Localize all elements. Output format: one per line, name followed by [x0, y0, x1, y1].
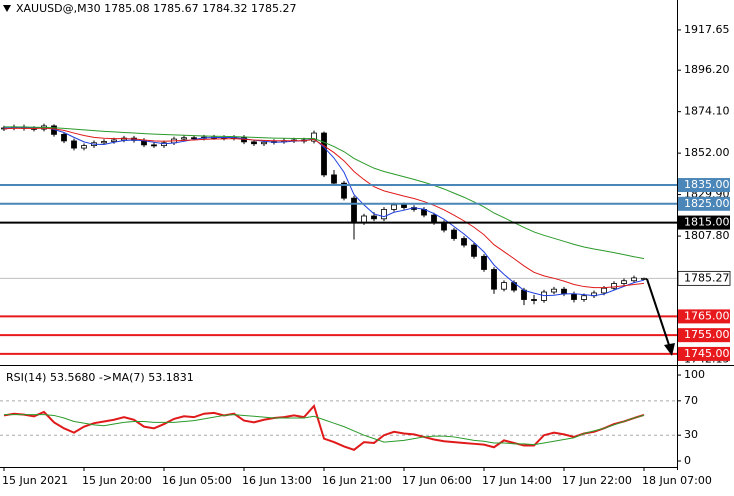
- candle-body: [191, 137, 197, 140]
- x-tick-label: 17 Jun 06:00: [402, 474, 472, 487]
- last-price-label: 1785.27: [684, 271, 730, 284]
- level-label-box: [678, 309, 730, 324]
- level-label-box: [678, 178, 730, 193]
- level-label: 1835.00: [684, 178, 730, 191]
- x-tick-label: 18 Jun 07:00: [642, 474, 712, 487]
- candle-body: [311, 132, 317, 142]
- last-price-box: [677, 270, 731, 286]
- candle-body: [551, 288, 557, 293]
- candle-body: [261, 141, 267, 145]
- candle-body: [541, 291, 547, 301]
- candle-body: [461, 238, 467, 246]
- x-tick-label: 16 Jun 21:00: [322, 474, 392, 487]
- y-tick-label: 1807.80: [684, 229, 730, 242]
- candle-body: [381, 209, 387, 220]
- candle-body: [71, 140, 77, 149]
- candle-body: [611, 283, 617, 289]
- candle-body: [391, 204, 397, 210]
- candle-body: [581, 295, 587, 300]
- candle-body: [621, 280, 627, 284]
- candle-body: [61, 133, 67, 142]
- level-label: 1815.00: [684, 216, 730, 229]
- y-tick-label: 30: [684, 428, 698, 441]
- candle-body: [561, 288, 567, 295]
- x-tick-label: 15 Jun 2021: [2, 474, 68, 487]
- series-line: [3, 403, 645, 451]
- x-tick-label: 17 Jun 14:00: [482, 474, 552, 487]
- candle-body: [341, 182, 347, 199]
- series-line: [3, 127, 645, 289]
- candle-body: [431, 214, 437, 223]
- candle-body: [81, 145, 87, 149]
- candle-body: [181, 137, 187, 140]
- candle-body: [371, 215, 377, 220]
- candle-body: [531, 299, 537, 301]
- level-label: 1755.00: [684, 328, 730, 341]
- candle-body: [601, 287, 607, 294]
- chart-title: XAUUSD@,M30 1785.08 1785.67 1784.32 1785…: [16, 2, 297, 15]
- candle-body: [451, 229, 457, 239]
- level-label: 1745.00: [684, 347, 730, 360]
- symbol-icon: [3, 5, 11, 12]
- candle-body: [111, 139, 117, 142]
- level-label: 1825.00: [684, 197, 730, 210]
- y-tick-label: 1852.00: [684, 146, 730, 159]
- candle-body: [491, 269, 497, 290]
- indicator-title: RSI(14) 53.5680 ->MA(7) 53.1831: [6, 371, 194, 384]
- candle-body: [481, 255, 487, 270]
- x-tick-label: 16 Jun 13:00: [242, 474, 312, 487]
- candle-body: [401, 204, 407, 208]
- y-tick-label: 70: [684, 394, 698, 407]
- x-tick-label: 17 Jun 22:00: [562, 474, 632, 487]
- level-label-box: [678, 196, 730, 211]
- level-label-box: [678, 346, 730, 361]
- candle-body: [251, 141, 257, 145]
- series-line: [4, 126, 645, 260]
- candle-body: [471, 244, 477, 257]
- candle-body: [351, 197, 357, 223]
- level-label-box: [678, 328, 730, 343]
- y-tick-label: 0: [684, 454, 691, 467]
- y-tick-label: 1917.65: [684, 23, 730, 36]
- candle-body: [321, 132, 327, 176]
- series-line: [3, 126, 645, 297]
- level-label-box: [678, 215, 730, 230]
- candle-body: [501, 282, 507, 290]
- x-tick-label: 15 Jun 20:00: [82, 474, 152, 487]
- candle-body: [151, 144, 157, 147]
- forecast-arrowhead: [664, 343, 675, 356]
- y-tick-label: 100: [684, 368, 705, 381]
- candle-body: [641, 277, 647, 280]
- x-tick-label: 16 Jun 05:00: [162, 474, 232, 487]
- candle-body: [331, 174, 337, 184]
- candle-body: [441, 222, 447, 231]
- y-tick-label: 1896.20: [684, 63, 730, 76]
- forecast-arrow: [646, 278, 671, 349]
- candle-body: [521, 289, 527, 300]
- candle-body: [101, 141, 107, 144]
- series-line: [4, 414, 645, 446]
- level-label: 1765.00: [684, 309, 730, 322]
- candle-body: [631, 277, 637, 282]
- candle-body: [571, 293, 577, 300]
- y-tick-label: 1874.10: [684, 105, 730, 118]
